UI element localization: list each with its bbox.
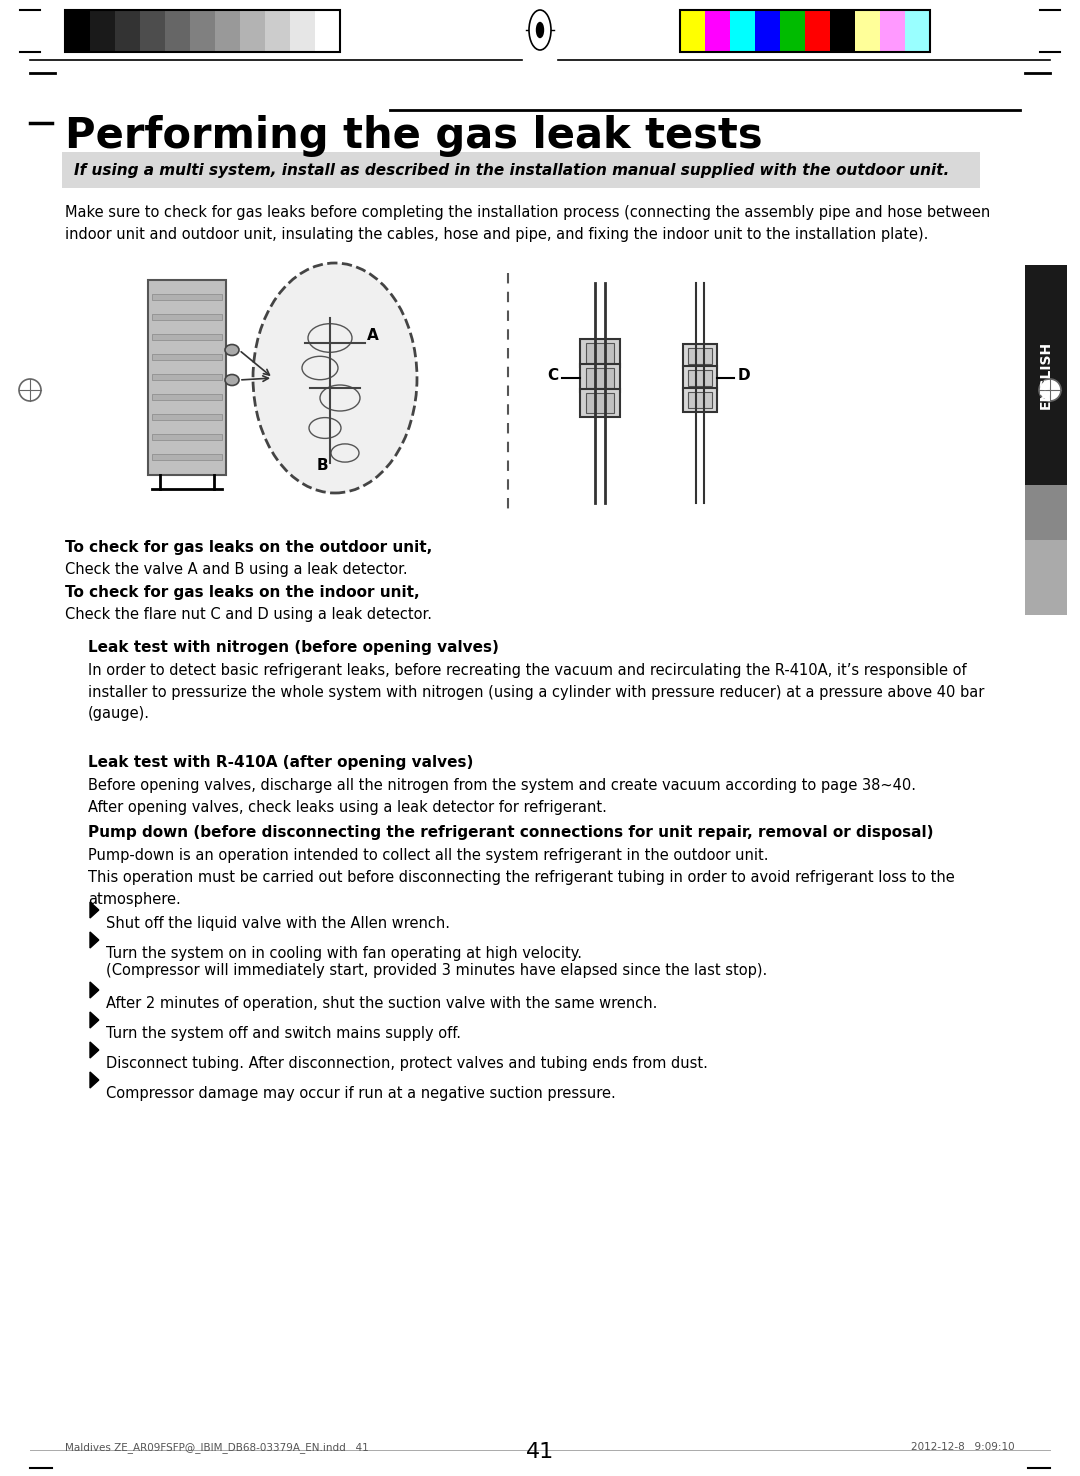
Text: Leak test with nitrogen (before opening valves): Leak test with nitrogen (before opening … [87,641,499,655]
Bar [315,10,340,52]
Text: A: A [367,328,379,342]
Bar [805,10,831,52]
Text: Check the valve A and B using a leak detector.: Check the valve A and B using a leak det… [65,562,407,577]
Bar [586,342,615,363]
Bar [152,413,222,421]
Polygon shape [90,982,98,998]
Text: Pump-down is an operation intended to collect all the system refrigerant in the : Pump-down is an operation intended to co… [87,849,769,863]
Bar [586,368,615,388]
Ellipse shape [19,379,41,401]
Bar [152,294,222,300]
Text: Disconnect tubing. After disconnection, protect valves and tubing ends from dust: Disconnect tubing. After disconnection, … [106,1055,707,1072]
Bar [65,10,90,52]
Ellipse shape [537,22,543,37]
Text: Leak test with R-410A (after opening valves): Leak test with R-410A (after opening val… [87,756,473,770]
Text: D: D [738,368,751,382]
Bar [240,10,265,52]
Bar [152,354,222,360]
Bar [152,455,222,461]
Polygon shape [90,902,98,918]
Bar [148,280,226,475]
Text: Performing the gas leak tests: Performing the gas leak tests [65,115,762,156]
Text: After 2 minutes of operation, shut the suction valve with the same wrench.: After 2 minutes of operation, shut the s… [106,996,658,1011]
Bar [683,388,717,412]
Bar [680,10,930,52]
Bar [114,10,140,52]
Text: This operation must be carried out before disconnecting the refrigerant tubing i: This operation must be carried out befor… [87,869,955,906]
Bar [580,390,620,418]
Bar [291,10,315,52]
Text: Turn the system on in cooling with fan operating at high velocity.: Turn the system on in cooling with fan o… [106,946,582,961]
Text: To check for gas leaks on the indoor unit,: To check for gas leaks on the indoor uni… [65,584,420,601]
Text: (Compressor will immediately start, provided 3 minutes have elapsed since the la: (Compressor will immediately start, prov… [106,962,767,979]
Bar [780,10,805,52]
Ellipse shape [529,10,551,50]
Bar [730,10,755,52]
Bar [855,10,880,52]
Text: Check the flare nut C and D using a leak detector.: Check the flare nut C and D using a leak… [65,607,432,621]
Bar [755,10,780,52]
Text: Shut off the liquid valve with the Allen wrench.: Shut off the liquid valve with the Allen… [106,917,450,931]
Bar [265,10,291,52]
Bar [152,394,222,400]
Polygon shape [90,1072,98,1088]
Bar [1025,486,1067,540]
Polygon shape [90,1042,98,1058]
Text: Pump down (before disconnecting the refrigerant connections for unit repair, rem: Pump down (before disconnecting the refr… [87,825,933,840]
Ellipse shape [225,375,239,385]
Ellipse shape [225,344,239,356]
Polygon shape [90,931,98,948]
Text: Before opening valves, discharge all the nitrogen from the system and create vac: Before opening valves, discharge all the… [87,778,916,815]
Polygon shape [90,1013,98,1027]
Bar [1025,540,1067,615]
Bar [580,365,620,393]
Ellipse shape [253,263,417,493]
Text: C: C [546,368,558,382]
Bar [1025,266,1067,486]
Text: 41: 41 [526,1442,554,1463]
Text: To check for gas leaks on the outdoor unit,: To check for gas leaks on the outdoor un… [65,540,432,555]
Bar [165,10,190,52]
Bar [152,314,222,320]
Text: Turn the system off and switch mains supply off.: Turn the system off and switch mains sup… [106,1026,461,1041]
Bar [705,10,730,52]
Bar [683,344,717,368]
Bar [586,393,615,413]
Text: ENGLISH: ENGLISH [1039,341,1053,409]
Text: Maldives ZE_AR09FSFP@_IBIM_DB68-03379A_EN.indd   41: Maldives ZE_AR09FSFP@_IBIM_DB68-03379A_E… [65,1442,368,1452]
Bar [65,10,340,52]
Text: Compressor damage may occur if run at a negative suction pressure.: Compressor damage may occur if run at a … [106,1086,616,1101]
Bar [140,10,165,52]
Text: In order to detect basic refrigerant leaks, before recreating the vacuum and rec: In order to detect basic refrigerant lea… [87,663,984,722]
Bar [688,348,712,365]
Bar [190,10,215,52]
Text: Make sure to check for gas leaks before completing the installation process (con: Make sure to check for gas leaks before … [65,205,990,242]
Text: B: B [318,458,328,472]
Ellipse shape [1039,379,1061,401]
Bar [905,10,930,52]
Bar [215,10,240,52]
Bar [152,434,222,440]
Bar [688,393,712,407]
Bar [680,10,705,52]
Bar [90,10,114,52]
Bar [688,370,712,387]
Bar [152,334,222,339]
Text: 2012-12-8   9:09:10: 2012-12-8 9:09:10 [912,1442,1015,1452]
Bar [152,373,222,379]
Bar [62,152,980,187]
Bar [831,10,855,52]
Text: If using a multi system, install as described in the installation manual supplie: If using a multi system, install as desc… [75,164,949,179]
Bar [683,366,717,390]
Bar [580,339,620,368]
Bar [880,10,905,52]
